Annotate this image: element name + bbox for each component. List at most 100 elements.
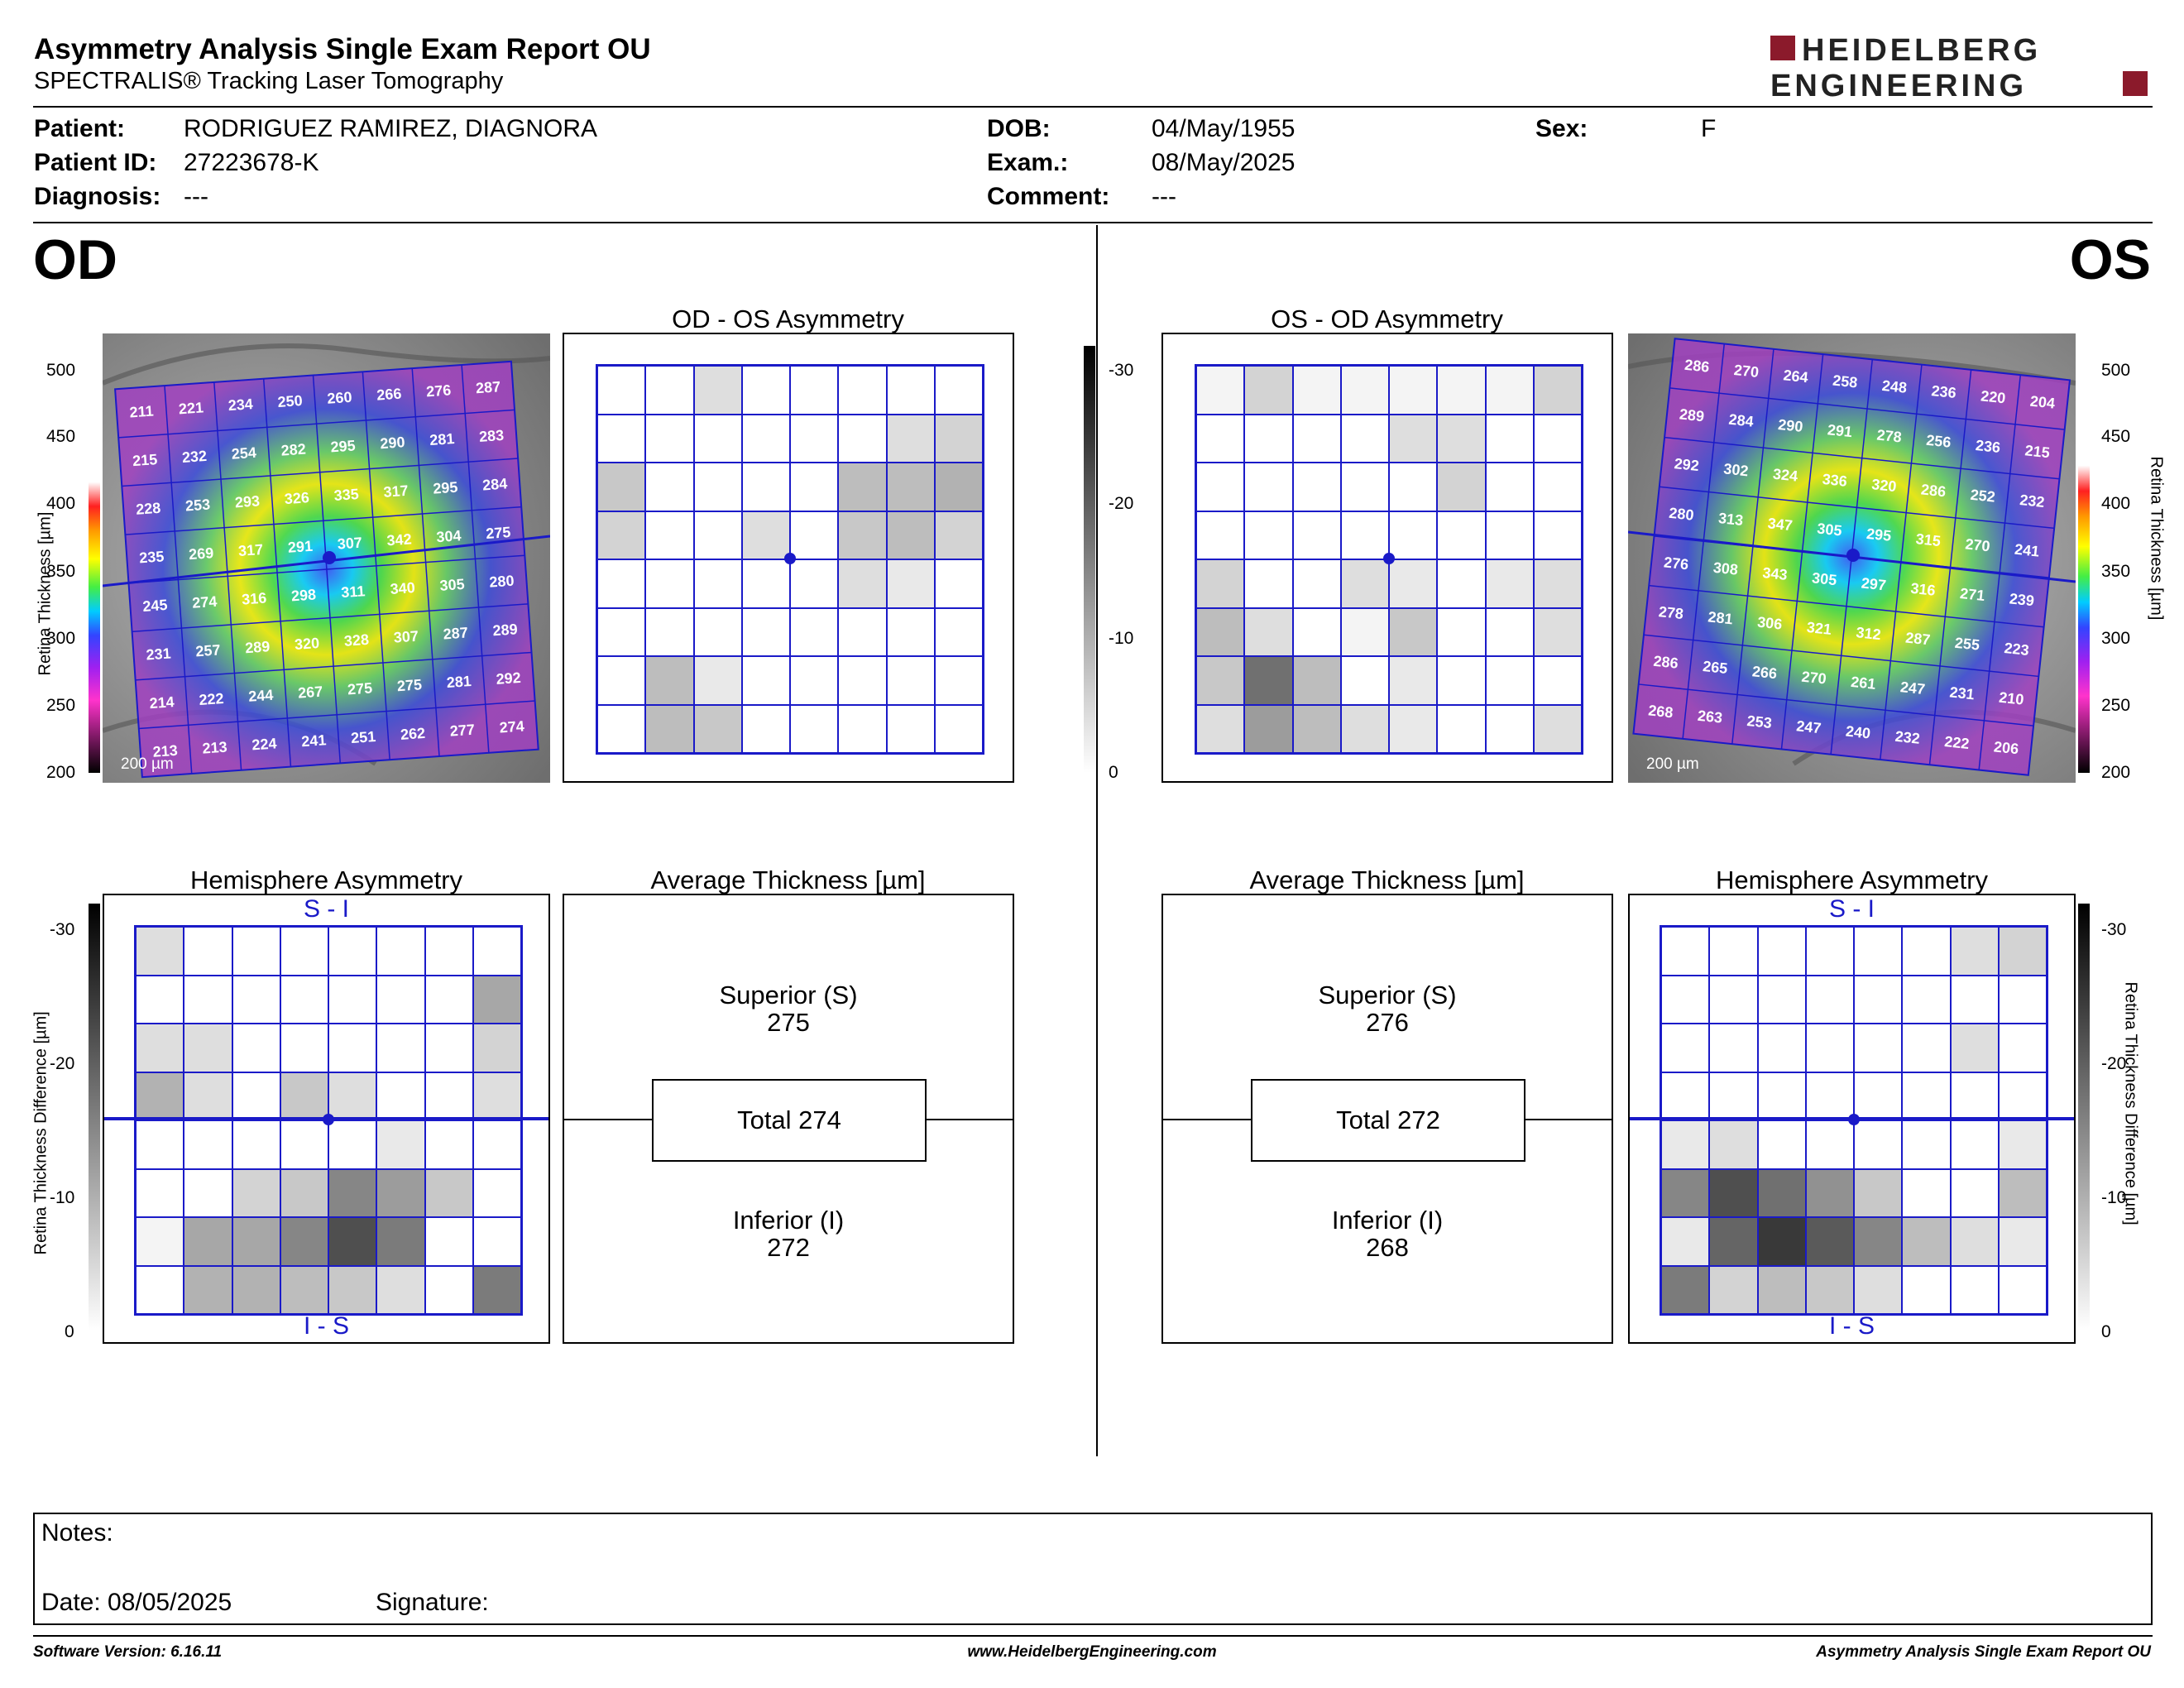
os-thickness-value-r1-c5: 256 [1925,432,1952,451]
os-hemi-cell-r3-c5 [1902,1072,1951,1120]
os-hemi-cell-r7-c0 [1661,1265,1710,1314]
od-asym-cell-r6-c6 [886,656,935,705]
os-thickness-value-r0-c0: 286 [1684,357,1710,376]
od-thickness-value-r5-c0: 231 [146,645,171,664]
os-hemi-cell-r1-c3 [1805,975,1854,1024]
os-asym-cell-r7-c0 [1196,704,1245,753]
os-hemi-tick-0: 0 [2101,1322,2111,1341]
od-asym-cell-r6-c2 [693,656,742,705]
os-thickness-value-r4-c3: 305 [1811,569,1837,588]
od-hemi-cell-r3-c0 [136,1072,184,1120]
od-asym-cell-r7-c7 [934,704,983,753]
os-inferior-label: Inferior (I) [1331,1206,1444,1235]
os-asym-cell-r3-c7 [1533,511,1582,559]
od-asym-cell-r1-c5 [838,414,887,463]
od-thickness-value-r2-c2: 293 [234,492,260,511]
os-asym-cell-r3-c3 [1340,511,1389,559]
od-thickness-colorbar [89,369,100,773]
od-asym-cell-r3-c5 [838,511,887,559]
od-hemi-cell-r4-c3 [280,1120,328,1169]
os-hemi-cell-r0-c4 [1854,927,1903,976]
os-inferior-value: 268 [1366,1233,1409,1262]
os-asym-cell-r7-c6 [1485,704,1534,753]
od-thickness-value-r6-c5: 275 [396,676,422,694]
os-hemi-cell-r0-c2 [1757,927,1806,976]
od-hemi-cell-r5-c1 [184,1168,232,1217]
od-asym-cell-r2-c2 [693,463,742,511]
os-thickness-value-r0-c2: 264 [1783,367,1809,386]
od-hemi-tick-0: 0 [65,1322,74,1341]
od-tick-500: 500 [46,361,76,380]
od-thickness-value-r2-c1: 253 [184,496,210,514]
logo-text-2: ENGINEERING [1770,69,2027,101]
od-thickness-value-r7-c4: 251 [350,728,376,746]
od-asym-panel [563,333,1014,783]
od-asym-cell-r1-c7 [934,414,983,463]
os-thickness-value-r2-c1: 302 [1722,460,1749,479]
od-hemi-cell-r2-c0 [136,1024,184,1072]
od-asym-cell-r4-c1 [645,559,694,608]
center-divider [1096,225,1098,1456]
od-thickness-value-r3-c4: 307 [337,535,362,553]
os-asym-grid [1195,364,1583,755]
os-thickness-value-r7-c0: 268 [1647,702,1674,721]
os-asym-cell-r1-c4 [1389,414,1438,463]
patient-label: Patient: [34,115,126,142]
os-thickness-value-r1-c4: 278 [1876,426,1903,445]
od-thickness-value-r1-c2: 254 [231,444,256,463]
os-tick-400: 400 [2101,494,2131,513]
od-hemi-cell-r4-c0 [136,1120,184,1169]
od-thickness-value-r5-c1: 257 [195,641,221,659]
od-thickness-value-r5-c2: 289 [245,638,271,656]
od-hemi-cell-r5-c4 [328,1168,377,1217]
os-hemi-cell-r1-c4 [1854,975,1903,1024]
os-hemi-cell-r4-c4 [1854,1120,1903,1169]
comment-value: --- [1152,183,1176,210]
od-thickness-value-r2-c5: 317 [383,482,409,501]
od-hemi-cell-r4-c1 [184,1120,232,1169]
os-thickness-value-r1-c2: 290 [1777,416,1803,435]
os-hemi-cell-r2-c5 [1902,1024,1951,1072]
od-thickness-value-r6-c0: 214 [149,693,175,712]
od-thickness-gridline-h5 [132,603,529,633]
os-asym-cell-r4-c4 [1389,559,1438,608]
os-hemi-cell-r2-c6 [1950,1024,1999,1072]
os-asym-cell-r1-c3 [1340,414,1389,463]
od-asym-cell-r0-c5 [838,366,887,415]
software-version: Software Version: 6.16.11 [33,1643,223,1661]
notes-panel: Notes: Date: 08/05/2025 Signature: [33,1513,2153,1625]
od-hemi-cell-r2-c3 [280,1024,328,1072]
od-hemi-cell-r5-c3 [280,1168,328,1217]
od-asym-cell-r1-c3 [741,414,790,463]
os-thickness-value-r3-c5: 315 [1915,530,1942,549]
os-asym-cell-r5-c1 [1244,607,1293,656]
os-asym-cell-r0-c2 [1292,366,1341,415]
os-hemi-title: Hemisphere Asymmetry [1715,866,1989,894]
od-tick-400: 400 [46,494,76,513]
od-thickness-value-r4-c6: 305 [439,576,465,594]
os-asym-cell-r1-c6 [1485,414,1534,463]
od-asym-cell-r0-c0 [597,366,646,415]
os-hemi-cell-r6-c5 [1902,1217,1951,1266]
os-hemi-cell-r6-c2 [1757,1217,1806,1266]
os-asym-cell-r5-c2 [1292,607,1341,656]
os-thickness-value-r1-c0: 289 [1679,405,1705,424]
od-thickness-value-r1-c4: 295 [330,437,356,455]
od-asym-cell-r5-c5 [838,607,887,656]
os-asym-cell-r4-c1 [1244,559,1293,608]
os-asym-cell-r4-c0 [1196,559,1245,608]
website-link[interactable]: www.HeidelbergEngineering.com [967,1643,1217,1661]
od-hemi-cell-r3-c6 [424,1072,473,1120]
os-hemi-cell-r6-c7 [1998,1217,2047,1266]
os-thickness-value-r5-c2: 306 [1756,614,1783,633]
os-hemi-cell-r7-c2 [1757,1265,1806,1314]
report-title: Asymmetry Analysis Single Exam Report OU [34,33,651,65]
od-thickness-value-r7-c5: 262 [400,725,425,743]
os-asym-cell-r4-c2 [1292,559,1341,608]
os-thickness-value-r0-c4: 248 [1881,377,1908,396]
os-thickness-value-r3-c3: 305 [1817,520,1843,539]
od-asym-cell-r5-c1 [645,607,694,656]
os-thickness-value-r4-c0: 276 [1663,554,1689,573]
os-asym-cell-r1-c5 [1437,414,1486,463]
od-hemi-tick-20: -20 [50,1054,75,1073]
